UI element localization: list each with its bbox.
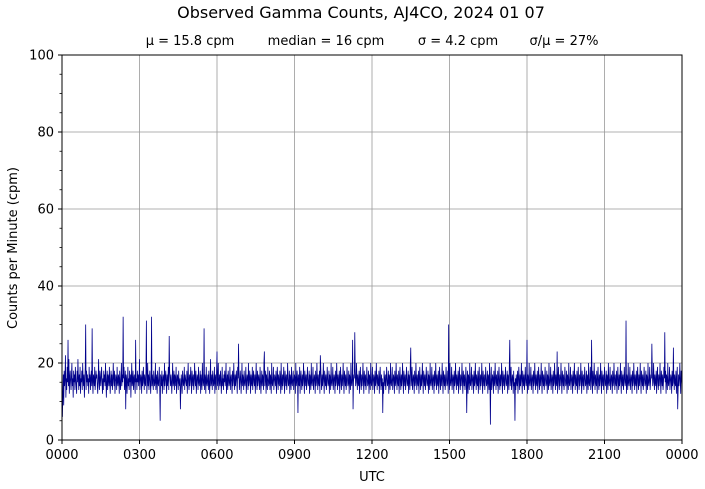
x-axis-ticks: 0000 0300 0600 0900 1200 1500 1800 2100 0000 <box>45 440 699 463</box>
y-tick-label: 60 <box>37 203 54 218</box>
y-tick-label: 0 <box>46 434 54 449</box>
subtitle-median: median = 16 cpm <box>268 34 385 49</box>
x-tick-label: 0300 <box>123 448 156 463</box>
x-tick-label: 1200 <box>355 448 388 463</box>
grid-lines <box>62 55 682 440</box>
x-tick-label: 1800 <box>510 448 543 463</box>
series-line <box>61 316 683 425</box>
subtitle-ratio: σ/μ = 27% <box>530 34 599 49</box>
subtitle-mean: μ = 15.8 cpm <box>146 34 235 49</box>
x-axis-label: UTC <box>359 470 385 485</box>
x-tick-label: 0900 <box>278 448 311 463</box>
x-tick-label: 0000 <box>665 448 698 463</box>
data-series <box>61 316 683 425</box>
y-axis-ticks: 0 20 40 60 80 100 <box>29 49 62 449</box>
y-tick-label: 20 <box>37 357 54 372</box>
y-axis-label: Counts per Minute (cpm) <box>6 167 21 329</box>
x-tick-label: 1500 <box>433 448 466 463</box>
y-tick-label: 100 <box>29 49 54 64</box>
subtitle-sigma: σ = 4.2 cpm <box>418 34 498 49</box>
y-tick-label: 80 <box>37 126 54 141</box>
x-tick-label: 0000 <box>45 448 78 463</box>
y-tick-label: 40 <box>37 280 54 295</box>
x-tick-label: 0600 <box>200 448 233 463</box>
chart-title: Observed Gamma Counts, AJ4CO, 2024 01 07 <box>177 3 545 22</box>
x-tick-label: 2100 <box>588 448 621 463</box>
